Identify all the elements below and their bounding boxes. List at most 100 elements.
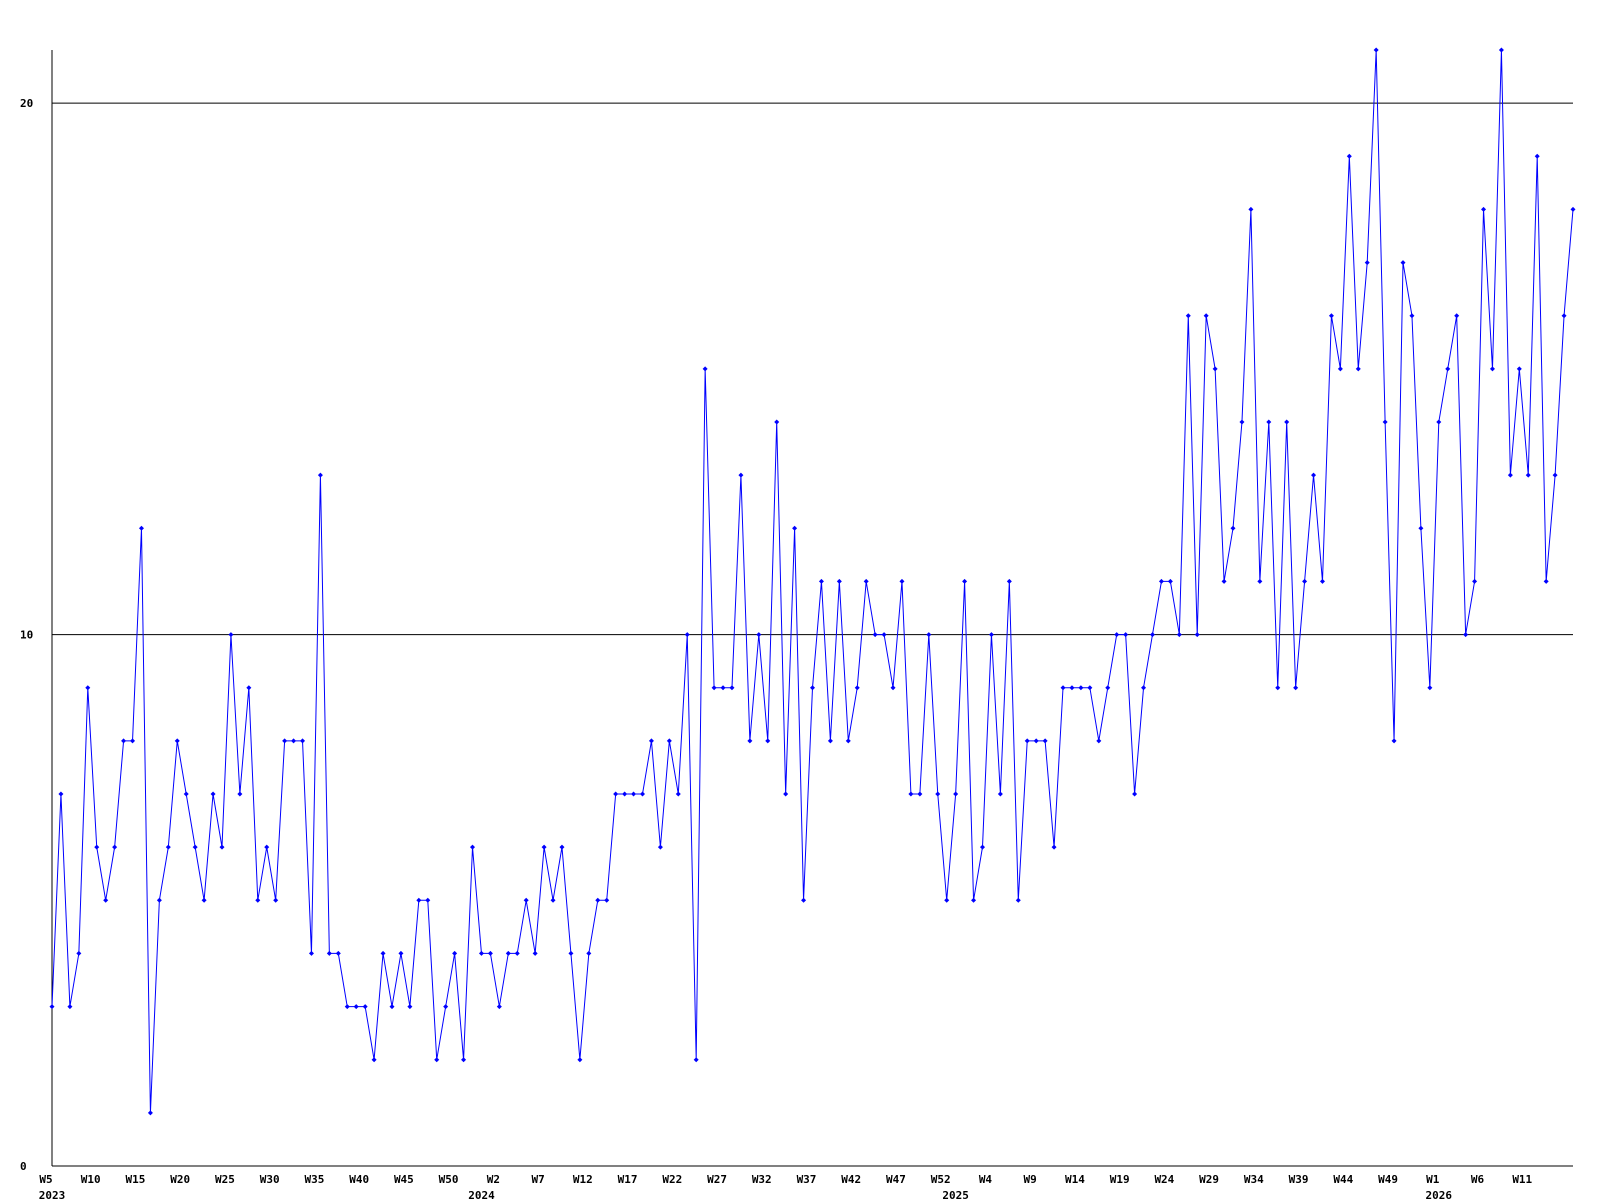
point xyxy=(514,950,520,956)
point xyxy=(183,791,189,797)
point xyxy=(1427,685,1433,691)
x-tick-label: W44 xyxy=(1333,1173,1353,1186)
point xyxy=(1525,472,1531,478)
point xyxy=(67,1004,73,1010)
point xyxy=(1006,578,1012,584)
point xyxy=(872,632,878,638)
point xyxy=(1078,685,1084,691)
point xyxy=(246,685,252,691)
point xyxy=(568,950,574,956)
point xyxy=(1176,632,1182,638)
point xyxy=(1132,791,1138,797)
point xyxy=(1516,366,1522,372)
point xyxy=(845,738,851,744)
point xyxy=(792,525,798,531)
point xyxy=(1481,206,1487,212)
point xyxy=(1266,419,1272,425)
point xyxy=(1158,578,1164,584)
x-tick-label: W49 xyxy=(1378,1173,1398,1186)
x-tick-label: W29 xyxy=(1199,1173,1219,1186)
point xyxy=(917,791,923,797)
point xyxy=(237,791,243,797)
point xyxy=(1436,419,1442,425)
point xyxy=(756,632,762,638)
point xyxy=(1149,632,1155,638)
point xyxy=(1293,685,1299,691)
point xyxy=(487,950,493,956)
point xyxy=(434,1057,440,1063)
point xyxy=(997,791,1003,797)
point xyxy=(470,844,476,850)
point xyxy=(684,632,690,638)
point xyxy=(1123,632,1129,638)
point xyxy=(335,950,341,956)
point xyxy=(899,578,905,584)
point xyxy=(282,738,288,744)
x-tick-label: W50 xyxy=(439,1173,459,1186)
point xyxy=(1087,685,1093,691)
series-line xyxy=(51,49,1574,1113)
point xyxy=(1454,313,1460,319)
point xyxy=(1015,897,1021,903)
point xyxy=(112,844,118,850)
point xyxy=(810,685,815,691)
point xyxy=(1507,472,1513,478)
point xyxy=(1346,153,1352,159)
point xyxy=(1024,738,1030,744)
point xyxy=(103,897,109,903)
point xyxy=(1185,313,1191,319)
point xyxy=(255,897,261,903)
point xyxy=(604,897,610,903)
point xyxy=(94,844,100,850)
x-tick-label: W52 xyxy=(931,1173,951,1186)
x-tick-label: W35 xyxy=(304,1173,324,1186)
point xyxy=(371,1057,377,1063)
point xyxy=(1221,578,1227,584)
point xyxy=(138,525,144,531)
point xyxy=(702,366,708,372)
point xyxy=(147,1110,153,1116)
x-tick-label: W5 xyxy=(39,1173,52,1186)
x-tick-label: W25 xyxy=(215,1173,235,1186)
point xyxy=(1552,472,1558,478)
point xyxy=(693,1057,699,1063)
point xyxy=(1302,578,1308,584)
x-tick-label: W45 xyxy=(394,1173,414,1186)
point xyxy=(461,1057,467,1063)
point xyxy=(1418,525,1424,531)
point xyxy=(890,685,896,691)
point xyxy=(1257,578,1263,584)
year-label: 2025 xyxy=(942,1189,969,1200)
x-tick-label: W32 xyxy=(752,1173,772,1186)
point xyxy=(988,632,994,638)
point xyxy=(613,791,619,797)
point xyxy=(1203,313,1209,319)
point xyxy=(291,738,297,744)
point xyxy=(58,791,64,797)
point xyxy=(165,844,171,850)
point xyxy=(317,472,323,478)
point xyxy=(505,950,511,956)
point xyxy=(935,791,941,797)
point xyxy=(738,472,744,478)
point xyxy=(1409,313,1415,319)
point xyxy=(1561,313,1567,319)
point xyxy=(1373,47,1379,53)
x-tick-label: W42 xyxy=(841,1173,861,1186)
x-tick-label: W24 xyxy=(1154,1173,1174,1186)
point xyxy=(622,791,628,797)
point xyxy=(577,1057,583,1063)
x-tick-label: W10 xyxy=(81,1173,101,1186)
point xyxy=(85,685,91,691)
x-tick-label: W14 xyxy=(1065,1173,1085,1186)
point xyxy=(827,738,833,744)
x-tick-label: W9 xyxy=(1024,1173,1037,1186)
point xyxy=(201,897,207,903)
point xyxy=(765,738,771,744)
point xyxy=(478,950,484,956)
x-tick-label: W40 xyxy=(349,1173,369,1186)
point xyxy=(273,897,279,903)
point xyxy=(1543,578,1549,584)
point xyxy=(1391,738,1397,744)
